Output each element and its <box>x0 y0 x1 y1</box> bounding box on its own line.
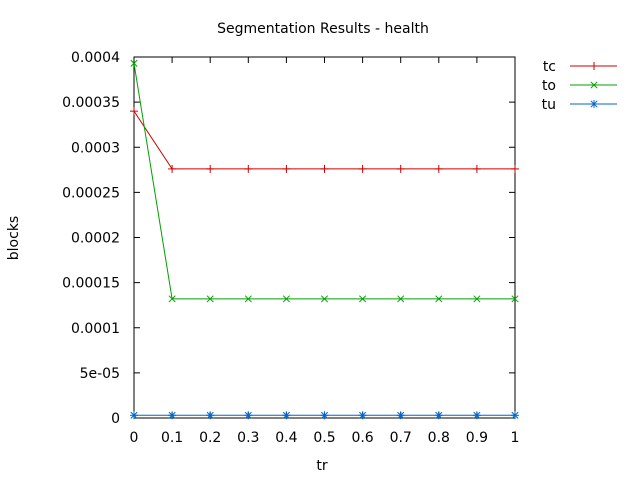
data-point-tu <box>282 411 291 420</box>
series-tu <box>130 411 519 420</box>
data-point-to <box>473 295 481 303</box>
plot-frame <box>133 56 516 419</box>
data-point-tu <box>168 411 177 420</box>
x-axis: 0 0.1 0.2 0.3 0.4 0.5 0.6 0.7 0.8 0.9 1 <box>130 57 520 446</box>
plot-area <box>133 56 516 419</box>
series-tc <box>130 107 519 173</box>
x-tick-label: 0.2 <box>199 430 221 446</box>
x-tick-label: 0.1 <box>161 430 183 446</box>
x-tick-label: 0.5 <box>313 430 335 446</box>
x-tick-label: 0.3 <box>237 430 259 446</box>
data-point-to <box>168 295 176 303</box>
data-point-to <box>130 59 138 67</box>
legend-item-tu: tu <box>542 97 617 113</box>
y-tick-label: 0.0004 <box>71 50 120 66</box>
legend-item-to: to <box>542 78 617 94</box>
data-point-tu <box>472 411 481 420</box>
x-axis-label: tr <box>316 458 327 474</box>
series-line-tc <box>133 110 515 170</box>
series-line-to <box>133 63 515 300</box>
data-point-tc <box>434 164 443 173</box>
x-tick-label: 0.8 <box>428 430 450 446</box>
data-point-to <box>320 295 329 303</box>
data-point-tu <box>244 411 253 420</box>
legend-marker <box>590 81 598 89</box>
data-point-tu <box>130 411 138 420</box>
data-point-tc <box>396 164 405 173</box>
data-point-to <box>244 295 252 303</box>
data-point-to <box>206 295 214 303</box>
data-point-tc <box>168 164 177 173</box>
legend: tc to tu <box>542 59 617 113</box>
data-point-tc <box>206 164 215 173</box>
y-tick-label: 0 <box>111 411 120 427</box>
y-tick-label: 0.0002 <box>71 231 120 247</box>
data-point-tc <box>320 164 329 173</box>
y-tick-label: 5e-05 <box>80 366 120 382</box>
data-point-tu <box>358 411 367 420</box>
legend-label: to <box>542 78 556 94</box>
data-point-to <box>511 295 519 303</box>
data-point-tc <box>244 164 253 173</box>
legend-item-tc: tc <box>543 59 617 75</box>
data-point-tu <box>206 411 215 420</box>
y-tick-label: 0.0003 <box>71 140 120 156</box>
y-tick-label: 0.00025 <box>62 185 120 201</box>
y-axis: 0 5e-05 0.0001 0.00015 0.0002 0.00025 0.0003 0.… <box>62 50 515 427</box>
data-point-tc <box>511 164 519 173</box>
data-point-tc <box>282 164 291 173</box>
data-point-to <box>435 295 443 303</box>
x-tick-label: 0.9 <box>466 430 488 446</box>
legend-label: tu <box>542 97 556 113</box>
x-tick-label: 0.6 <box>351 430 373 446</box>
y-tick-label: 0.00035 <box>62 95 120 111</box>
y-tick-label: 0.00015 <box>62 276 120 292</box>
x-tick-label: 0.4 <box>275 430 297 446</box>
data-point-tc <box>130 107 138 116</box>
data-point-tu <box>511 411 519 420</box>
chart-title: Segmentation Results - health <box>217 21 429 37</box>
data-point-tu <box>434 411 443 420</box>
data-point-tc <box>358 164 367 173</box>
x-tick-label: 0.7 <box>390 430 412 446</box>
legend-marker <box>590 100 598 108</box>
series-layer <box>130 59 519 420</box>
legend-label: tc <box>543 59 556 75</box>
data-point-to <box>397 295 405 303</box>
data-point-to <box>359 295 367 303</box>
y-axis-label: blocks <box>6 216 22 260</box>
series-to <box>130 59 519 303</box>
data-point-tu <box>320 411 329 420</box>
y-tick-label: 0.0001 <box>71 321 120 337</box>
data-point-tu <box>396 411 405 420</box>
data-point-to <box>282 295 290 303</box>
data-point-tc <box>472 164 481 173</box>
x-tick-label: 0 <box>130 430 139 446</box>
legend-marker <box>590 62 598 70</box>
x-tick-label: 1 <box>511 430 520 446</box>
